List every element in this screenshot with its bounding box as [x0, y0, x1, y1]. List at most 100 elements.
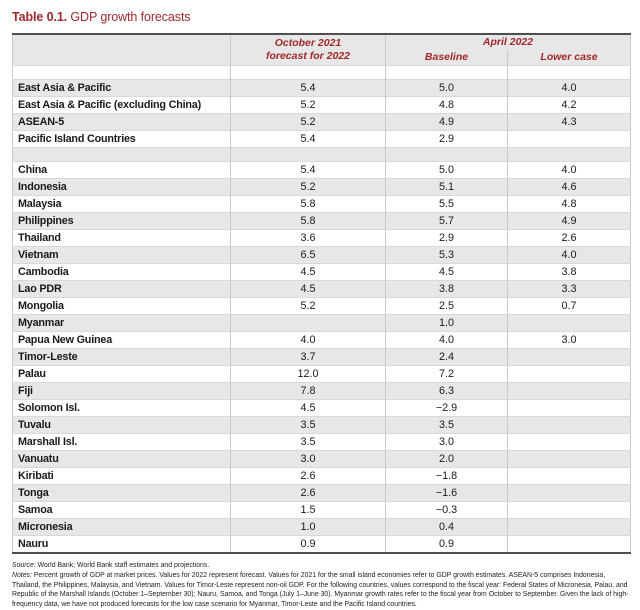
header-baseline: Baseline	[385, 50, 508, 66]
table-row: Timor-Leste 3.7 2.4	[12, 348, 631, 366]
row-value-october: 5.4	[230, 161, 386, 179]
row-value-lower	[506, 501, 631, 519]
table-row: Nauru 0.9 0.9	[12, 535, 631, 554]
row-value-lower	[506, 65, 631, 80]
row-label: Thailand	[12, 229, 231, 247]
row-label: Nauru	[12, 535, 231, 554]
row-value-baseline: 2.5	[385, 297, 508, 315]
row-value-october: 5.4	[230, 130, 386, 148]
table-row: Pacific Island Countries 5.4 2.9	[12, 130, 631, 148]
row-value-lower	[506, 147, 631, 162]
table-row: Palau 12.0 7.2	[12, 365, 631, 383]
row-value-lower: 4.0	[506, 161, 631, 179]
row-value-baseline: 7.2	[385, 365, 508, 383]
row-value-lower	[506, 399, 631, 417]
table-row: Malaysia 5.8 5.5 4.8	[12, 195, 631, 213]
source-label: Source:	[12, 562, 36, 570]
row-value-lower: 0.7	[506, 297, 631, 315]
row-value-lower	[506, 484, 631, 502]
row-value-october: 3.5	[230, 433, 386, 451]
table-row: Mongolia 5.2 2.5 0.7	[12, 297, 631, 315]
table-row: Indonesia 5.2 5.1 4.6	[12, 178, 631, 196]
row-label: China	[12, 161, 231, 179]
row-value-october: 5.8	[230, 195, 386, 213]
row-value-baseline: 0.9	[385, 535, 508, 554]
table-row: Vietnam 6.5 5.3 4.0	[12, 246, 631, 264]
row-value-october: 6.5	[230, 246, 386, 264]
source-note: Source: World Bank; World Bank staff est…	[12, 561, 630, 571]
spacer-row	[12, 65, 631, 80]
row-value-baseline: 2.0	[385, 450, 508, 468]
row-label: Tuvalu	[12, 416, 231, 434]
row-value-october: 2.6	[230, 484, 386, 502]
row-label: Tonga	[12, 484, 231, 502]
table-title-number: Table 0.1.	[12, 10, 68, 24]
row-value-lower	[506, 314, 631, 332]
table-row: China 5.4 5.0 4.0	[12, 161, 631, 179]
row-label	[12, 147, 231, 162]
row-value-october: 3.7	[230, 348, 386, 366]
row-value-lower	[506, 450, 631, 468]
row-label: Timor-Leste	[12, 348, 231, 366]
row-value-lower: 4.8	[506, 195, 631, 213]
row-label	[12, 65, 231, 80]
row-value-lower: 4.6	[506, 178, 631, 196]
table-row: Tonga 2.6 −1.6	[12, 484, 631, 502]
row-value-baseline	[385, 147, 508, 162]
row-value-october: 5.2	[230, 297, 386, 315]
row-value-baseline: 5.5	[385, 195, 508, 213]
header-october-2021: October 2021 forecast for 2022	[230, 34, 386, 66]
table-row: Kiribati 2.6 −1.8	[12, 467, 631, 485]
source-text: World Bank; World Bank staff estimates a…	[35, 562, 210, 570]
row-value-lower	[506, 518, 631, 536]
row-value-lower	[506, 382, 631, 400]
row-value-baseline: −0.3	[385, 501, 508, 519]
header-corner-cell	[12, 34, 231, 66]
row-label: Palau	[12, 365, 231, 383]
table-row: Lao PDR 4.5 3.8 3.3	[12, 280, 631, 298]
table-row: Micronesia 1.0 0.4	[12, 518, 631, 536]
table-row: Solomon Isl. 4.5 −2.9	[12, 399, 631, 417]
row-label: Lao PDR	[12, 280, 231, 298]
row-value-october	[230, 314, 386, 332]
table-row: Tuvalu 3.5 3.5	[12, 416, 631, 434]
gdp-forecast-table: October 2021 forecast for 2022 April 2022…	[12, 33, 632, 555]
row-value-baseline: 2.4	[385, 348, 508, 366]
row-value-lower: 2.6	[506, 229, 631, 247]
table-row: Papua New Guinea 4.0 4.0 3.0	[12, 331, 631, 349]
table-footnotes: Source: World Bank; World Bank staff est…	[12, 561, 630, 609]
table-row: Cambodia 4.5 4.5 3.8	[12, 263, 631, 281]
row-value-lower	[506, 365, 631, 383]
row-label: Micronesia	[12, 518, 231, 536]
table-row: Fiji 7.8 6.3	[12, 382, 631, 400]
row-value-october: 2.6	[230, 467, 386, 485]
row-value-baseline: 5.0	[385, 79, 508, 97]
row-value-october	[230, 147, 386, 162]
row-value-baseline: −2.9	[385, 399, 508, 417]
row-value-lower: 4.0	[506, 246, 631, 264]
row-value-october: 4.5	[230, 280, 386, 298]
row-value-lower: 4.3	[506, 113, 631, 131]
row-value-october: 4.5	[230, 399, 386, 417]
row-value-baseline: 6.3	[385, 382, 508, 400]
row-value-lower: 4.9	[506, 212, 631, 230]
table-row: Marshall Isl. 3.5 3.0	[12, 433, 631, 451]
row-value-baseline: 2.9	[385, 229, 508, 247]
row-value-lower: 3.0	[506, 331, 631, 349]
table-row: Thailand 3.6 2.9 2.6	[12, 229, 631, 247]
row-label: Mongolia	[12, 297, 231, 315]
row-value-october: 7.8	[230, 382, 386, 400]
row-value-baseline: 4.8	[385, 96, 508, 114]
row-value-october: 5.2	[230, 96, 386, 114]
row-value-baseline: 4.9	[385, 113, 508, 131]
table-row: East Asia & Pacific (excluding China) 5.2…	[12, 96, 631, 114]
row-value-lower	[506, 535, 631, 554]
row-label: Papua New Guinea	[12, 331, 231, 349]
row-value-lower: 4.0	[506, 79, 631, 97]
table-row: Samoa 1.5 −0.3	[12, 501, 631, 519]
row-value-lower	[506, 348, 631, 366]
row-value-october: 1.5	[230, 501, 386, 519]
row-value-october: 0.9	[230, 535, 386, 554]
header-lower-case: Lower case	[506, 50, 631, 66]
table-row: East Asia & Pacific 5.4 5.0 4.0	[12, 79, 631, 97]
